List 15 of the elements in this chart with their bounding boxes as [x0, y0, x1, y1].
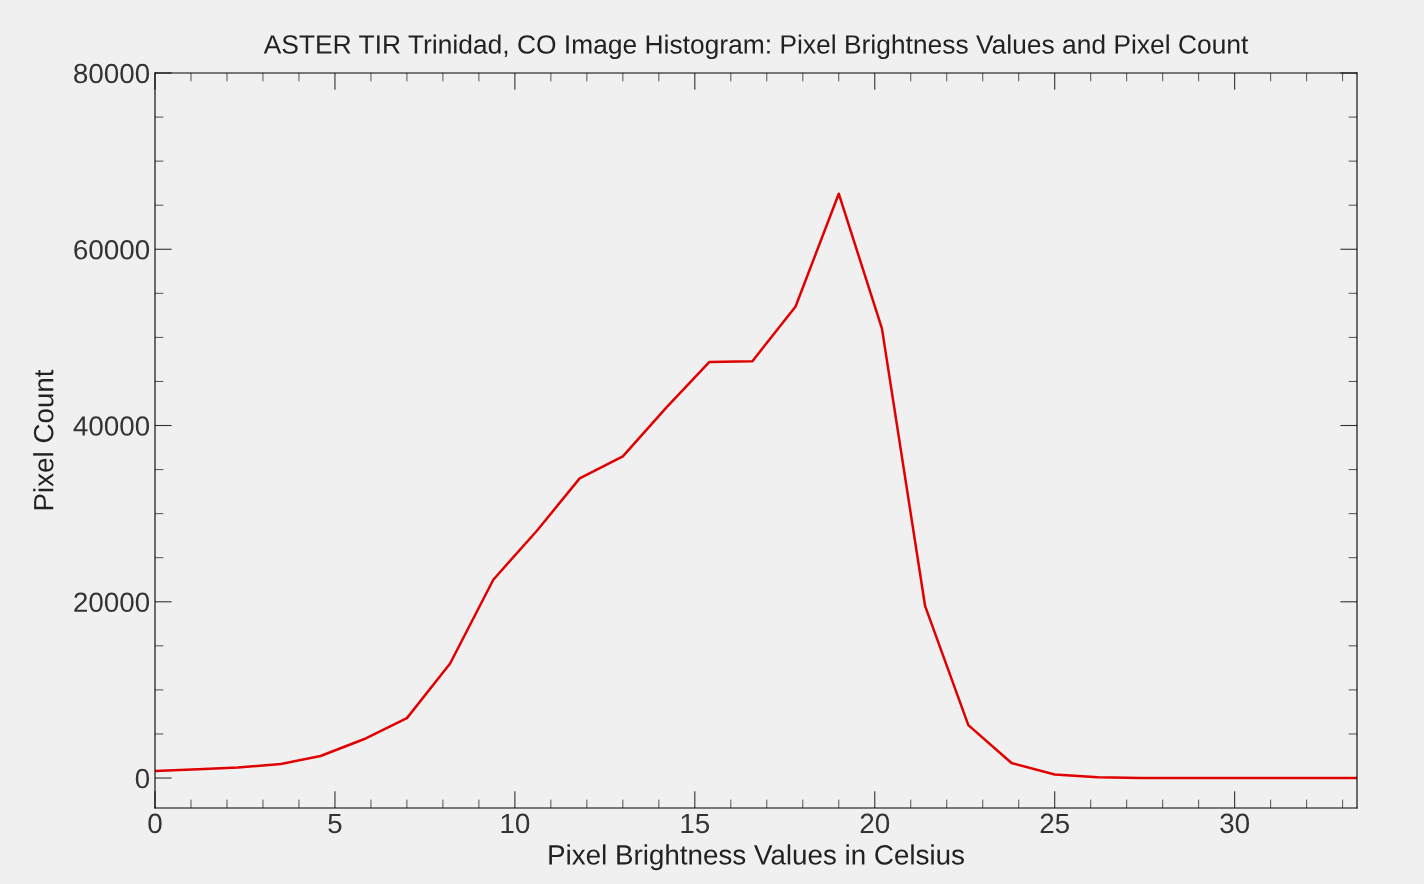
chart-title: ASTER TIR Trinidad, CO Image Histogram: Pixel Brightness Values and Pixel Count [263, 34, 1249, 60]
x-tick-label: 20 [860, 813, 890, 834]
y-tick-label: 80000 [74, 63, 150, 84]
y-tick-label: 20000 [74, 592, 150, 613]
x-tick-label: 5 [328, 813, 342, 834]
x-tick-label: 30 [1220, 813, 1249, 834]
x-tick-label: 10 [501, 813, 530, 834]
y-axis-title: Pixel Count [33, 369, 54, 510]
x-tick-label: 15 [681, 813, 710, 834]
x-axis-title: Pixel Brightness Values in Celsius [549, 844, 964, 871]
y-tick-label: 0 [135, 768, 150, 789]
y-tick-label: 60000 [74, 239, 150, 260]
line-series [155, 192, 1357, 780]
x-tick-label: 25 [1040, 813, 1069, 834]
y-tick-label: 40000 [73, 416, 150, 436]
